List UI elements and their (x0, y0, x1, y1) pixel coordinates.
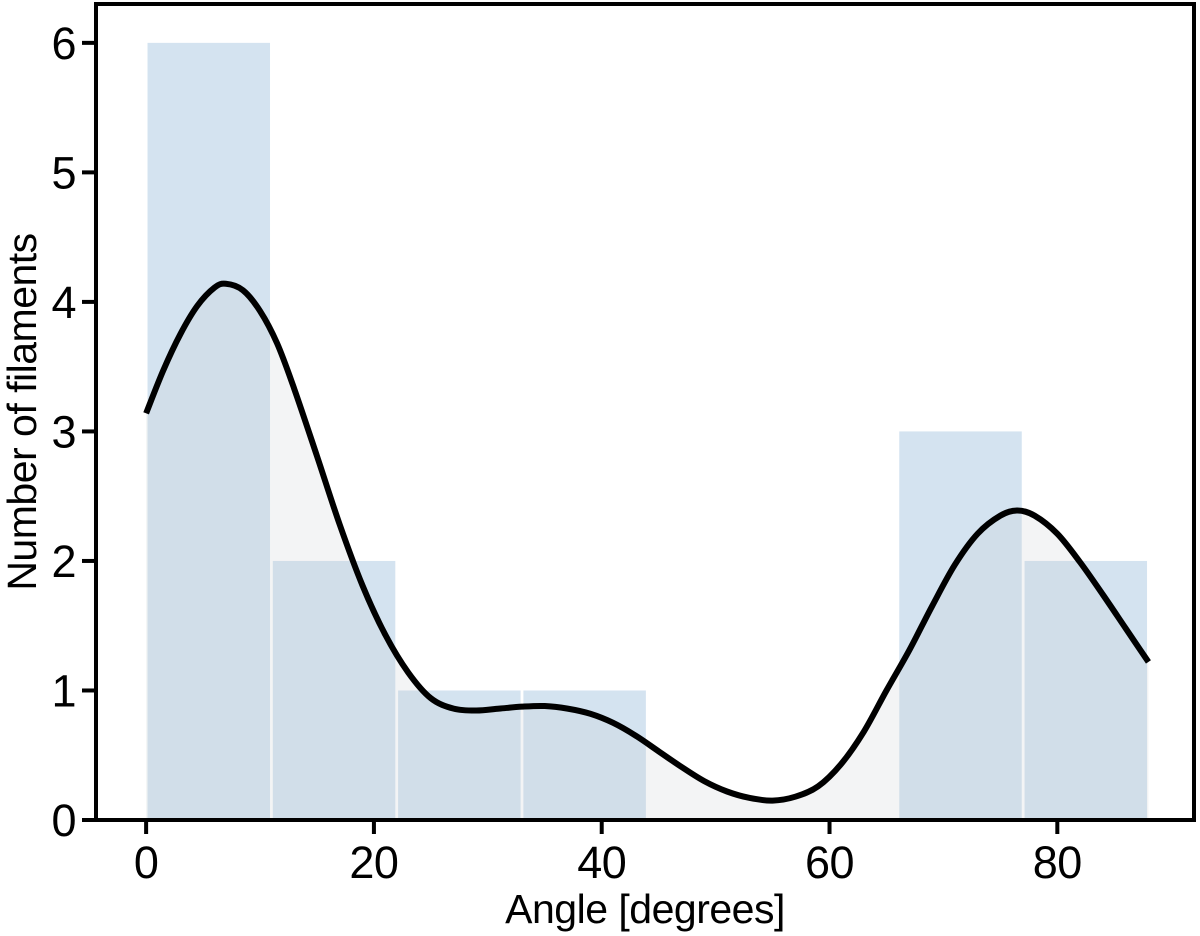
y-tick-label: 5 (51, 147, 76, 198)
x-tick-label: 20 (349, 837, 398, 888)
kde-layer (143, 280, 1151, 821)
y-tick-label: 6 (51, 18, 76, 69)
x-axis-ticks: 0 20 40 60 80 (134, 820, 1082, 888)
x-axis-label: Angle [degrees] (505, 886, 785, 932)
x-tick-label: 40 (577, 837, 626, 888)
y-axis-ticks: 0 1 2 3 4 5 6 (51, 18, 96, 846)
y-tick-label: 1 (51, 665, 76, 716)
axes-layer (94, 2, 1196, 822)
histogram-bar (272, 560, 396, 820)
y-tick-label: 2 (51, 536, 76, 587)
x-tick-label: 0 (134, 837, 159, 888)
kde-fill-area (146, 283, 1149, 821)
y-tick-label: 0 (51, 795, 76, 846)
y-axis-label: Number of filaments (0, 233, 45, 590)
histogram-bar (1024, 560, 1148, 820)
histogram-bar (147, 42, 271, 821)
x-tick-label: 60 (805, 837, 854, 888)
x-tick-label: 80 (1033, 837, 1082, 888)
kde-curve (143, 280, 1151, 804)
y-tick-label: 3 (51, 406, 76, 457)
plot-border (94, 2, 1196, 822)
y-tick-label: 4 (51, 277, 76, 328)
